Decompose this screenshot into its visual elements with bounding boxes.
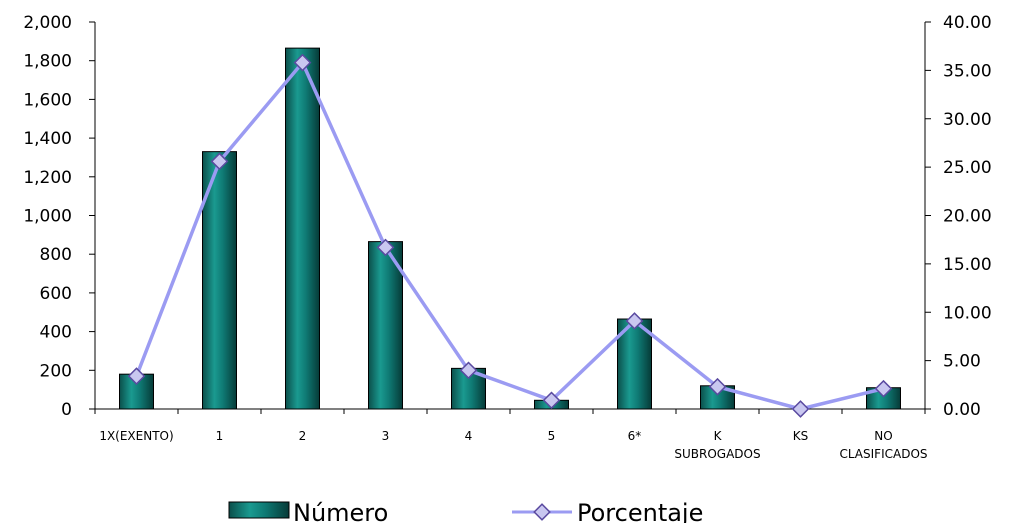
line-point [376, 238, 395, 257]
legend-marker-porcentaje [533, 503, 551, 521]
left-tick-label: 1,000 [23, 207, 72, 227]
left-tick-label: 1,600 [23, 90, 72, 110]
bar [285, 47, 320, 410]
left-tick-label: 1,400 [23, 129, 72, 149]
legend-swatch-numero [228, 501, 290, 519]
line-point [874, 379, 893, 398]
axis-labels: 0 200 400 600 800 1,000 1,200 1,400 1,600 1,800 2,… [23, 13, 991, 461]
right-tick-label: 30.00 [943, 110, 992, 130]
left-tick-label: 0 [61, 400, 72, 420]
category-label: 1 [216, 429, 224, 443]
right-tick-label: 15.00 [943, 255, 992, 275]
line-point [210, 152, 229, 171]
category-label: SUBROGADOS [674, 447, 760, 461]
legend-label-porcentaje: Porcentaje [577, 499, 703, 523]
legend: Número Porcentaje [228, 499, 703, 523]
left-tick-label: 400 [40, 323, 72, 343]
category-label: 6* [628, 429, 642, 443]
right-tick-label: 0.00 [943, 400, 981, 420]
line-point [293, 53, 312, 72]
line-point [708, 377, 727, 396]
right-tick-label: 25.00 [943, 158, 992, 178]
category-label: CLASIFICADOS [839, 447, 927, 461]
line-path [134, 60, 884, 411]
line-point [542, 391, 561, 410]
line-series [127, 53, 893, 418]
category-label: NO [874, 429, 892, 443]
bar-series [119, 47, 901, 410]
right-tick-label: 40.00 [943, 13, 992, 33]
bar [368, 241, 403, 410]
right-tick-label: 20.00 [943, 207, 992, 227]
category-label: 1X(EXENTO) [99, 429, 173, 443]
right-tick-label: 35.00 [943, 61, 992, 81]
right-tick-label: 5.00 [943, 352, 981, 372]
line-point [625, 312, 644, 330]
line-point [459, 361, 478, 380]
category-label: 5 [548, 429, 556, 443]
left-tick-label: 1,800 [23, 52, 72, 72]
category-label: 2 [299, 429, 307, 443]
right-tick-label: 10.00 [943, 303, 992, 323]
category-label: 4 [465, 429, 473, 443]
category-label: 3 [382, 429, 390, 443]
line-point [127, 367, 146, 385]
left-tick-label: 800 [40, 245, 72, 265]
left-tick-label: 1,200 [23, 168, 72, 188]
line-point [791, 400, 810, 418]
left-tick-label: 600 [40, 284, 72, 304]
legend-label-numero: Número [293, 499, 388, 523]
left-tick-label: 2,000 [23, 13, 72, 33]
left-tick-label: 200 [40, 361, 72, 381]
category-label: K [714, 429, 723, 443]
category-label: KS [793, 429, 809, 443]
